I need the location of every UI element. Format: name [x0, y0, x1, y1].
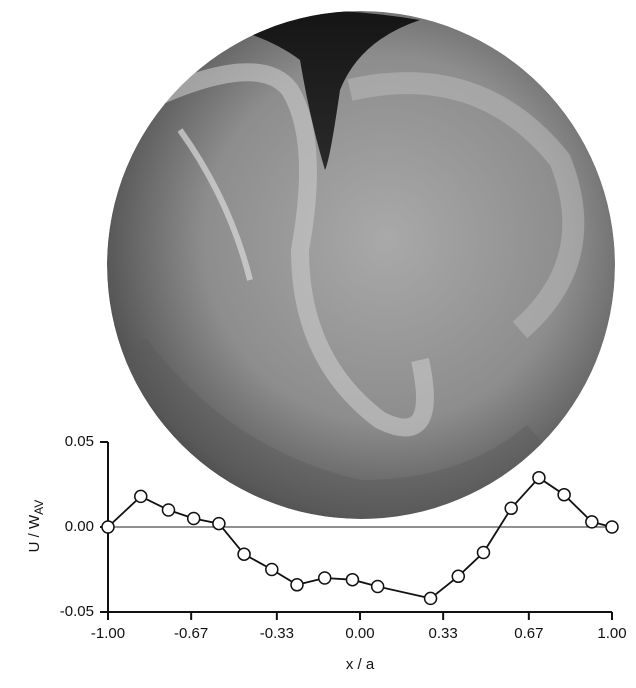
y-tick-label: 0.05: [65, 433, 94, 450]
data-point: [213, 518, 225, 530]
data-point: [266, 564, 278, 576]
data-point: [586, 516, 598, 528]
x-tick-label: 0.33: [429, 625, 458, 642]
x-tick-label: -1.00: [91, 625, 125, 642]
data-point: [372, 581, 384, 593]
data-point: [606, 521, 618, 533]
data-point: [346, 574, 358, 586]
data-point: [102, 521, 114, 533]
data-point: [291, 579, 303, 591]
data-point: [533, 472, 545, 484]
data-point: [505, 502, 517, 514]
y-label-main: U / W: [26, 514, 43, 552]
data-point: [319, 572, 331, 584]
data-point: [238, 548, 250, 560]
x-tick-label: 0.67: [514, 625, 543, 642]
x-axis-label: x / a: [346, 656, 375, 673]
data-point: [558, 489, 570, 501]
figure: U / WAV x / a -0.05 0.00 0.05 -1.00 -0.67 -0.…: [0, 0, 636, 683]
x-tick-label: -0.67: [174, 625, 208, 642]
x-tick-label: 0.00: [345, 625, 374, 642]
data-point: [425, 592, 437, 604]
x-tick-label: 1.00: [597, 625, 626, 642]
y-tick-label: -0.05: [60, 603, 94, 620]
y-tick-label: 0.00: [65, 518, 94, 535]
y-label-sub: AV: [32, 500, 46, 515]
flow-photo: [107, 10, 615, 519]
data-point: [162, 504, 174, 516]
data-point: [477, 547, 489, 559]
data-point: [188, 513, 200, 525]
x-tick-label: -0.33: [260, 625, 294, 642]
y-axis-label: U / WAV: [26, 500, 46, 553]
data-point: [135, 490, 147, 502]
data-point: [452, 570, 464, 582]
